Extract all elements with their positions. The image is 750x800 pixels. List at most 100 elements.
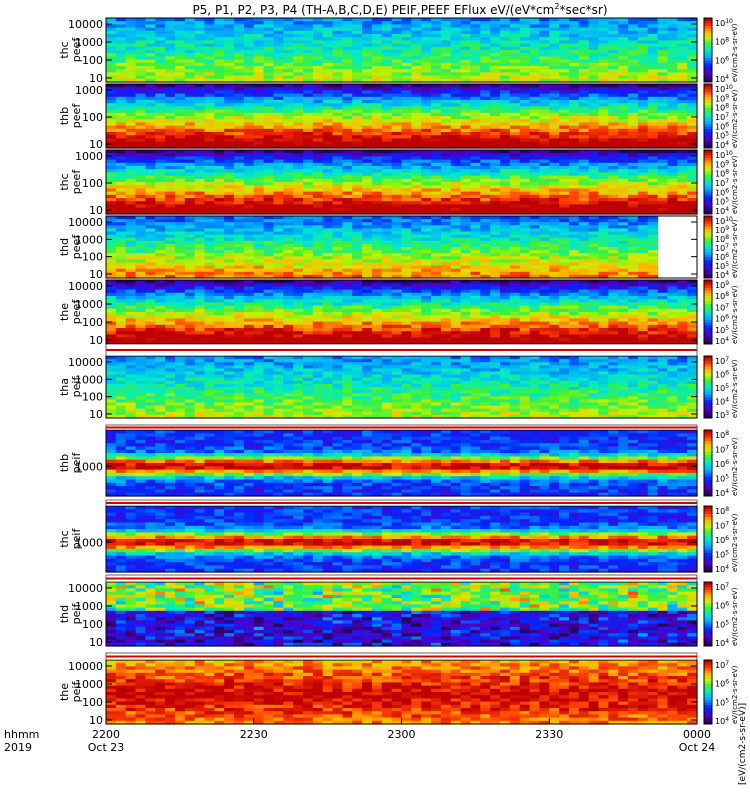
spectrogram-cell xyxy=(559,135,570,139)
spectrogram-cell xyxy=(362,201,373,205)
spectrogram-cell xyxy=(322,84,334,88)
spectrogram-cell xyxy=(568,78,580,83)
spectrogram-cell xyxy=(588,62,600,67)
spectrogram-cell xyxy=(135,207,146,212)
spectrogram-cell xyxy=(332,144,343,149)
spectrogram-cell xyxy=(440,50,452,54)
spectrogram-cell xyxy=(106,100,117,104)
spectrogram-cell xyxy=(381,150,393,154)
spectrogram-cell xyxy=(421,153,432,157)
spectrogram-cell xyxy=(608,27,619,32)
spectrogram-cell xyxy=(224,106,235,111)
spectrogram-cell xyxy=(401,66,412,70)
spectrogram-cell xyxy=(529,106,540,111)
spectrogram-cell xyxy=(549,138,560,143)
spectrogram-cell xyxy=(224,53,235,57)
spectrogram-cell xyxy=(155,27,166,32)
spectrogram-cell xyxy=(362,194,373,199)
spectrogram-cell xyxy=(214,150,225,154)
spectrogram-cell xyxy=(234,182,245,186)
spectrogram-cell xyxy=(243,125,255,130)
spectrogram-cell xyxy=(283,75,294,80)
spectrogram-cell xyxy=(519,96,531,101)
spectrogram-cell xyxy=(184,169,196,173)
spectrogram-cell xyxy=(381,75,393,80)
spectrogram-cell xyxy=(578,40,590,45)
spectrogram-cell xyxy=(174,125,186,130)
spectrogram-cell xyxy=(687,53,698,57)
spectrogram-cell xyxy=(303,141,314,146)
spectrogram-cell xyxy=(371,207,383,212)
spectrogram-cell xyxy=(135,156,146,161)
spectrogram-cell xyxy=(214,153,225,157)
spectrogram-cell xyxy=(352,144,363,149)
spectrogram-cell xyxy=(401,166,412,170)
colorbar-tick-base: 10 xyxy=(715,75,725,84)
spectrogram-cell xyxy=(273,106,284,111)
spectrogram-cell xyxy=(293,40,304,45)
spectrogram-cell xyxy=(401,141,412,146)
spectrogram-cell xyxy=(637,53,649,57)
spectrogram-cell xyxy=(519,119,531,123)
spectrogram-cell xyxy=(450,37,462,41)
spectrogram-cell xyxy=(421,66,432,70)
spectrogram-cell xyxy=(253,100,265,104)
spectrogram-cell xyxy=(194,75,206,80)
spectrogram-cell xyxy=(480,43,491,48)
spectrogram-cell xyxy=(381,53,393,57)
spectrogram-cell xyxy=(647,84,659,88)
spectrogram-cell xyxy=(234,59,245,64)
spectrogram-cell xyxy=(204,138,215,143)
spectrogram-cell xyxy=(401,138,412,143)
spectrogram-cell xyxy=(342,106,353,111)
spectrogram-cell xyxy=(184,185,196,189)
spectrogram-cell xyxy=(568,18,580,22)
spectrogram-cell xyxy=(391,37,403,41)
spectrogram-cell xyxy=(312,204,324,209)
spectrogram-cell xyxy=(106,72,117,77)
spectrogram-cell xyxy=(224,210,235,215)
spectrogram-cell xyxy=(421,119,432,123)
spectrogram-cell xyxy=(352,175,363,180)
spectrogram-cell xyxy=(135,112,146,117)
spectrogram-cell xyxy=(490,53,501,57)
spectrogram-cell xyxy=(549,141,560,146)
spectrogram-cell xyxy=(234,128,245,133)
spectrogram-cell xyxy=(106,116,117,120)
spectrogram-cell xyxy=(371,109,383,114)
spectrogram-cell xyxy=(145,116,156,120)
spectrogram-cell xyxy=(125,72,137,77)
spectrogram-cell xyxy=(332,50,343,54)
spectrogram-cell xyxy=(618,18,629,22)
spectrogram-cell xyxy=(224,59,235,64)
spectrogram-cell xyxy=(293,87,304,91)
spectrogram-cell xyxy=(243,210,255,215)
spectrogram-cell xyxy=(332,156,343,161)
spectrogram-cell xyxy=(332,75,343,80)
spectrogram-cell xyxy=(637,43,649,48)
spectrogram-cell xyxy=(342,185,353,189)
spectrogram-cell xyxy=(283,30,294,35)
colorbar-unit-label: eV/(cm2-s-sr-eV) xyxy=(731,155,739,214)
spectrogram-cell xyxy=(263,27,275,32)
spectrogram-cell xyxy=(440,166,452,170)
spectrogram-cell xyxy=(204,96,215,101)
spectrogram-cell xyxy=(352,62,363,67)
spectrogram-cell xyxy=(480,30,491,35)
spectrogram-cell xyxy=(342,37,353,41)
spectrogram-cell xyxy=(519,56,531,61)
spectrogram-cell xyxy=(214,198,225,202)
spectrogram-cell xyxy=(135,43,146,48)
spectrogram-cell xyxy=(125,188,137,193)
spectrogram-cell xyxy=(539,125,550,130)
spectrogram-cell xyxy=(450,87,462,91)
spectrogram-cell xyxy=(243,72,255,77)
spectrogram-cell xyxy=(628,40,639,45)
spectrogram-cell xyxy=(450,144,462,149)
spectrogram-cell xyxy=(490,18,501,22)
spectrogram-cell xyxy=(519,72,531,77)
spectrogram-cell xyxy=(411,69,422,73)
spectrogram-cell xyxy=(519,27,531,32)
spectrogram-cell xyxy=(529,100,540,104)
spectrogram-cell xyxy=(657,59,669,64)
